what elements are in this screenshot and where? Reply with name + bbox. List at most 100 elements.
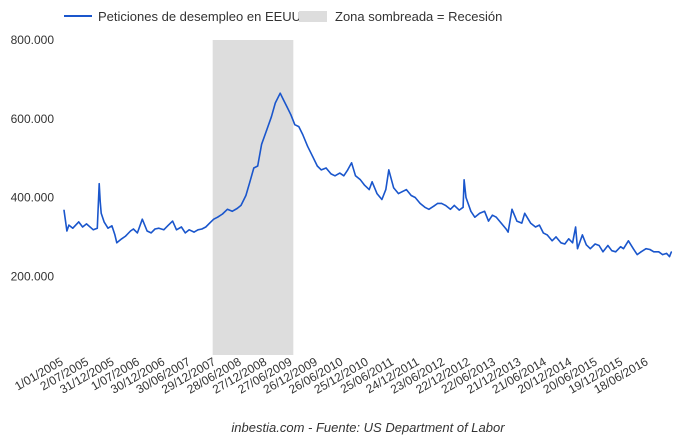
- series-point: [141, 218, 143, 220]
- series-point: [82, 226, 84, 228]
- series-point: [405, 189, 407, 191]
- series-point: [354, 175, 357, 177]
- series-point: [282, 98, 284, 100]
- series-point: [620, 246, 622, 248]
- series-point: [298, 126, 300, 128]
- series-point: [385, 189, 387, 191]
- chart-legend: Peticiones de desempleo en EEUU Zona som…: [64, 9, 502, 24]
- series-point: [560, 242, 562, 244]
- series-point: [632, 248, 634, 250]
- series-point: [125, 235, 127, 237]
- series-point: [649, 248, 651, 251]
- series-point: [453, 204, 455, 206]
- series-point: [524, 212, 526, 214]
- series-point: [521, 222, 523, 224]
- series-point: [507, 231, 509, 233]
- series-point: [371, 181, 373, 183]
- series-point: [530, 222, 532, 224]
- series-point: [217, 216, 219, 218]
- series-point: [180, 226, 182, 228]
- series-point: [546, 234, 548, 236]
- series-point: [598, 244, 600, 247]
- series-line: [63, 92, 673, 258]
- legend-recession-label: Zona sombreada = Recesión: [335, 9, 502, 24]
- series-point: [150, 232, 152, 234]
- series-point: [99, 200, 101, 202]
- series-point: [63, 209, 65, 211]
- series-point: [585, 244, 587, 246]
- series-point: [581, 234, 584, 236]
- series-point: [286, 106, 288, 108]
- series-point: [316, 165, 318, 167]
- series-point: [602, 251, 604, 253]
- series-point: [107, 227, 109, 229]
- series-point: [653, 251, 655, 253]
- series-point: [68, 224, 70, 226]
- series-point: [240, 204, 242, 206]
- series-point: [167, 225, 169, 227]
- series-point: [568, 238, 570, 240]
- series-point: [325, 167, 327, 169]
- series-point: [658, 251, 660, 253]
- series-point: [261, 143, 263, 145]
- series-point: [381, 198, 383, 201]
- series-point: [668, 256, 671, 258]
- series-point: [351, 162, 353, 164]
- series-point: [449, 208, 451, 210]
- y-axis-tick-labels: 200.000 400.000 600.000 800.000: [11, 33, 55, 283]
- series-point: [463, 179, 465, 181]
- series-point: [393, 187, 395, 189]
- legend-recession-swatch: [299, 11, 327, 22]
- series-point: [290, 114, 292, 116]
- series-point: [274, 102, 276, 104]
- series-point: [627, 240, 630, 242]
- series-point: [462, 206, 464, 208]
- series-point: [444, 204, 447, 206]
- series-point: [307, 145, 309, 147]
- legend-series-label: Peticiones de desempleo en EEUU: [98, 9, 301, 24]
- series-point: [72, 227, 74, 229]
- series-point: [201, 228, 203, 230]
- series-point: [511, 208, 513, 210]
- series-point: [175, 229, 178, 231]
- series-point: [163, 229, 165, 231]
- series-point: [205, 226, 207, 228]
- series-point: [279, 92, 281, 94]
- series-point: [294, 124, 296, 126]
- series-point: [311, 155, 314, 157]
- series-point: [66, 230, 68, 232]
- series-point: [197, 229, 199, 231]
- series-point: [388, 169, 390, 171]
- series-point: [129, 230, 132, 232]
- series-point: [465, 196, 467, 199]
- series-point: [213, 218, 215, 220]
- series-point: [132, 228, 134, 230]
- series-point: [495, 216, 497, 218]
- series-point: [589, 248, 591, 250]
- series-point: [538, 224, 541, 226]
- series-point: [114, 234, 116, 236]
- series-point: [615, 251, 617, 253]
- series-point: [484, 210, 486, 212]
- series-point: [397, 193, 400, 195]
- series-point: [505, 228, 507, 230]
- series-point: [221, 213, 224, 215]
- series-point: [363, 184, 365, 186]
- series-point: [575, 226, 577, 228]
- series-point: [209, 222, 211, 224]
- series-point: [551, 240, 553, 242]
- series-point: [640, 251, 642, 253]
- series-point: [249, 181, 251, 183]
- series-point: [103, 221, 105, 223]
- series-point: [146, 230, 148, 232]
- series-point: [376, 193, 378, 195]
- series-point: [401, 191, 403, 193]
- y-tick-label: 400.000: [11, 191, 55, 205]
- series-point: [231, 210, 233, 212]
- series-point: [414, 196, 416, 199]
- series-point: [347, 169, 349, 171]
- series-layer: [63, 92, 673, 258]
- series-point: [245, 194, 247, 197]
- series-point: [564, 243, 566, 245]
